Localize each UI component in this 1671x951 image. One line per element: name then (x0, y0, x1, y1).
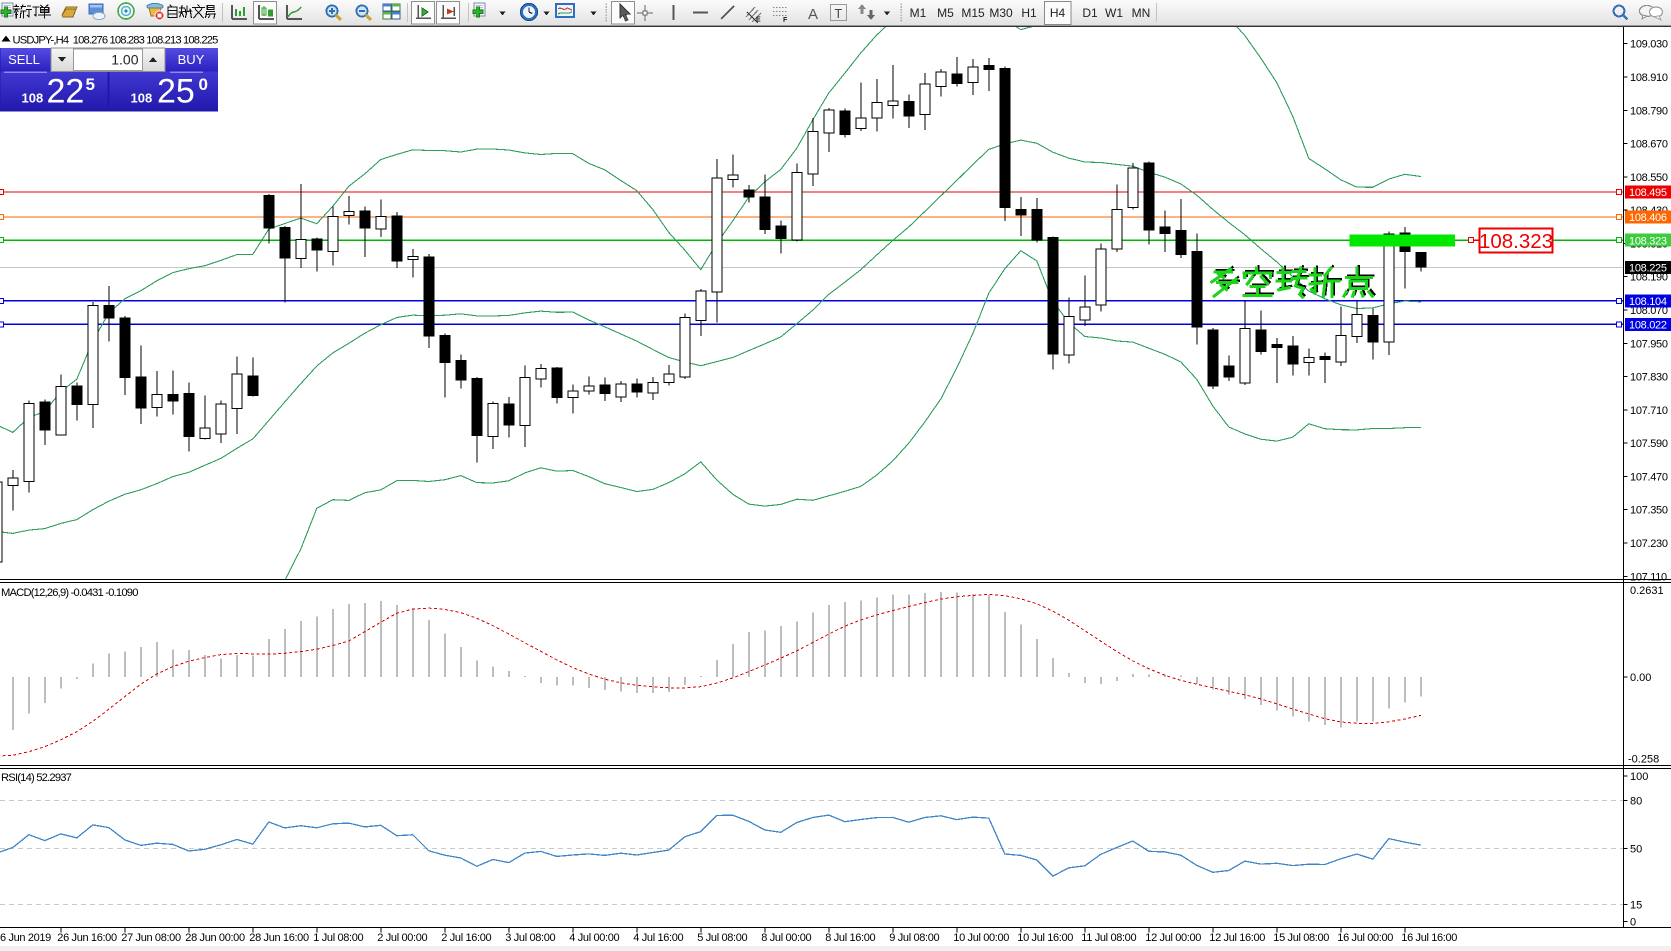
svg-text:100: 100 (1630, 771, 1648, 783)
svg-text:8 Jul 00:00: 8 Jul 00:00 (761, 932, 811, 944)
svg-text:A: A (808, 6, 818, 23)
svg-text:108.022: 108.022 (1629, 320, 1667, 332)
svg-text:10 Jul 00:00: 10 Jul 00:00 (953, 932, 1009, 944)
svg-text:M15: M15 (961, 6, 985, 20)
svg-text:H4: H4 (1050, 6, 1066, 20)
svg-text:108.910: 108.910 (1630, 72, 1668, 84)
svg-text:108.190: 108.190 (1630, 272, 1668, 284)
svg-text:16 Jul 00:00: 16 Jul 00:00 (1337, 932, 1393, 944)
svg-text:0.2631: 0.2631 (1630, 585, 1664, 597)
svg-text:MN: MN (1132, 6, 1151, 20)
svg-text:0.00: 0.00 (1630, 672, 1651, 684)
svg-text:108.406: 108.406 (1629, 212, 1667, 224)
svg-text:26 Jun 16:00: 26 Jun 16:00 (57, 932, 117, 944)
svg-text:107.590: 107.590 (1630, 438, 1668, 450)
svg-text:1.00: 1.00 (111, 52, 138, 68)
svg-text:4 Jul 16:00: 4 Jul 16:00 (633, 932, 683, 944)
svg-text:107.350: 107.350 (1630, 505, 1668, 517)
svg-text:M5: M5 (937, 6, 954, 20)
svg-text:4 Jul 00:00: 4 Jul 00:00 (569, 932, 619, 944)
svg-text:2 Jul 16:00: 2 Jul 16:00 (441, 932, 491, 944)
svg-text:W1: W1 (1105, 6, 1123, 20)
svg-text:108.070: 108.070 (1630, 305, 1668, 317)
svg-text:107.950: 107.950 (1630, 338, 1668, 350)
svg-text:M1: M1 (910, 6, 927, 20)
svg-text:108.495: 108.495 (1629, 187, 1667, 199)
svg-text:107.830: 107.830 (1630, 372, 1668, 384)
svg-text:50: 50 (1630, 843, 1642, 855)
svg-text:F: F (783, 17, 788, 24)
svg-text:109.030: 109.030 (1630, 39, 1668, 51)
svg-text:22: 22 (47, 73, 85, 111)
svg-text:T: T (835, 7, 843, 21)
svg-text:3 Jul 08:00: 3 Jul 08:00 (505, 932, 555, 944)
svg-text:2 Jul 00:00: 2 Jul 00:00 (377, 932, 427, 944)
svg-text:0: 0 (199, 75, 208, 94)
svg-text:-0.258: -0.258 (1628, 754, 1659, 766)
svg-text:E: E (756, 17, 761, 24)
svg-text:9 Jul 08:00: 9 Jul 08:00 (889, 932, 939, 944)
svg-text:12 Jul 16:00: 12 Jul 16:00 (1209, 932, 1265, 944)
svg-text:107.110: 107.110 (1630, 571, 1667, 583)
svg-text:16 Jul 16:00: 16 Jul 16:00 (1401, 932, 1457, 944)
svg-text:RSI(14) 52.2937: RSI(14) 52.2937 (1, 772, 72, 784)
svg-text:15 Jul 08:00: 15 Jul 08:00 (1273, 932, 1329, 944)
svg-text:107.710: 107.710 (1630, 405, 1668, 417)
svg-text:108: 108 (131, 91, 153, 106)
svg-text:80: 80 (1630, 796, 1642, 808)
svg-text:108.323: 108.323 (1479, 230, 1553, 253)
svg-text:108.550: 108.550 (1630, 172, 1668, 184)
svg-text:108: 108 (22, 91, 44, 106)
svg-text:12 Jul 00:00: 12 Jul 00:00 (1145, 932, 1201, 944)
svg-text:27 Jun 08:00: 27 Jun 08:00 (121, 932, 181, 944)
svg-text:25: 25 (157, 73, 195, 111)
svg-text:5: 5 (86, 75, 95, 94)
svg-text:0: 0 (1630, 917, 1636, 929)
svg-text:28 Jun 00:00: 28 Jun 00:00 (185, 932, 245, 944)
svg-text:H1: H1 (1021, 6, 1037, 20)
svg-text:108.225: 108.225 (1629, 263, 1667, 275)
svg-text:107.230: 107.230 (1630, 538, 1668, 550)
svg-text:28 Jun 16:00: 28 Jun 16:00 (249, 932, 309, 944)
svg-text:M30: M30 (989, 6, 1013, 20)
svg-text:11 Jul 08:00: 11 Jul 08:00 (1081, 932, 1136, 944)
svg-text:SELL: SELL (8, 52, 40, 67)
svg-text:15: 15 (1630, 900, 1642, 912)
svg-text:108.670: 108.670 (1630, 139, 1668, 151)
svg-text:107.470: 107.470 (1630, 471, 1668, 483)
svg-text:1 Jul 08:00: 1 Jul 08:00 (313, 932, 363, 944)
svg-text:108.790: 108.790 (1630, 105, 1668, 117)
svg-text:10 Jul 16:00: 10 Jul 16:00 (1017, 932, 1073, 944)
svg-text:BUY: BUY (178, 52, 205, 67)
svg-text:USDJPY-,H4 108.276 108.283 10: USDJPY-,H4 108.276 108.283 108.213 108.2… (13, 35, 219, 47)
svg-text:MACD(12,26,9) -0.0431 -0.1090: MACD(12,26,9) -0.0431 -0.1090 (1, 587, 138, 599)
svg-text:108.323: 108.323 (1629, 235, 1667, 247)
svg-text:108.104: 108.104 (1629, 296, 1667, 308)
svg-text:8 Jul 16:00: 8 Jul 16:00 (825, 932, 875, 944)
svg-text:D1: D1 (1082, 6, 1098, 20)
svg-text:5 Jul 08:00: 5 Jul 08:00 (697, 932, 747, 944)
svg-text:6 Jun 2019: 6 Jun 2019 (0, 932, 51, 944)
